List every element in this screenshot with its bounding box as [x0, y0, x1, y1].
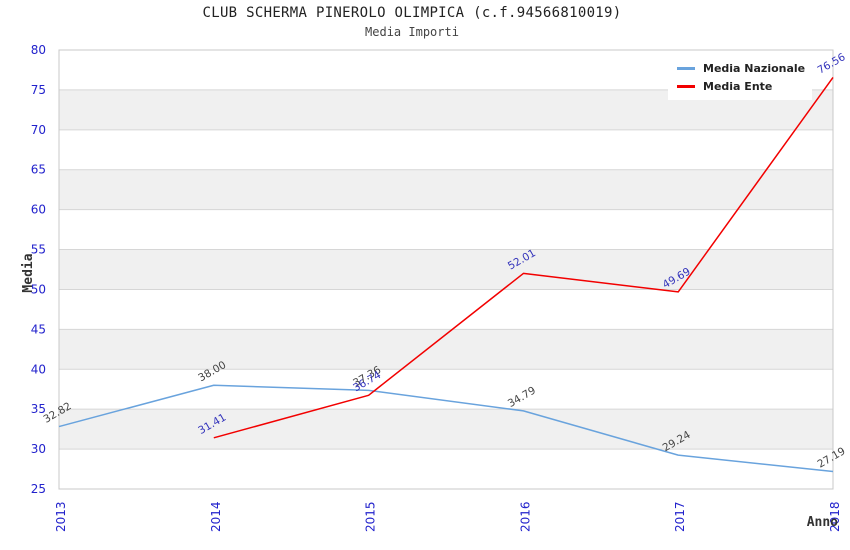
y-tick-label: 50	[31, 282, 46, 296]
legend-item-media-nazionale: Media Nazionale	[668, 62, 812, 75]
y-tick-label: 30	[31, 442, 46, 456]
x-tick-label: 2018	[828, 501, 842, 532]
x-tick-label: 2014	[209, 501, 223, 532]
chart-title: CLUB SCHERMA PINEROLO OLIMPICA (c.f.9456…	[202, 5, 622, 21]
x-tick-label: 2016	[518, 501, 532, 532]
series-line-media-ente	[213, 77, 834, 439]
plot-band	[59, 329, 833, 370]
y-tick-label: 75	[31, 83, 46, 97]
y-tick-label: 65	[31, 163, 46, 177]
media-nazionale-line-swatch-icon	[677, 67, 695, 70]
y-tick-label: 25	[31, 482, 46, 496]
plot-band	[59, 409, 833, 450]
x-axis-title: Anno	[806, 515, 838, 530]
y-tick-label: 80	[31, 43, 46, 57]
legend-label-media-nazionale: Media Nazionale	[703, 62, 806, 75]
y-axis-title: Media	[21, 253, 36, 293]
y-tick-label: 55	[31, 243, 46, 257]
plot-band	[59, 169, 833, 210]
y-tick-label: 70	[31, 123, 46, 137]
x-tick-label: 2017	[673, 501, 687, 532]
series-line-media-nazionale	[58, 384, 834, 473]
y-tick-label: 60	[31, 203, 46, 217]
plot-band	[59, 249, 833, 290]
x-tick-label: 2015	[364, 501, 378, 532]
legend-label-media-ente: Media Ente	[703, 80, 773, 93]
data-label: 76.56	[815, 51, 847, 77]
y-tick-label: 40	[31, 362, 46, 376]
data-label: 34.79	[506, 385, 538, 410]
plot-border	[58, 49, 834, 490]
y-tick-label: 35	[31, 402, 46, 416]
legend-item-media-ente: Media Ente	[668, 80, 812, 93]
chart-subtitle: Media Importi	[365, 25, 459, 39]
media-ente-line-swatch-icon	[677, 85, 695, 88]
legend: Media Nazionale Media Ente	[668, 55, 812, 100]
x-tick-label: 2013	[54, 501, 68, 532]
y-tick-label: 45	[31, 322, 46, 336]
